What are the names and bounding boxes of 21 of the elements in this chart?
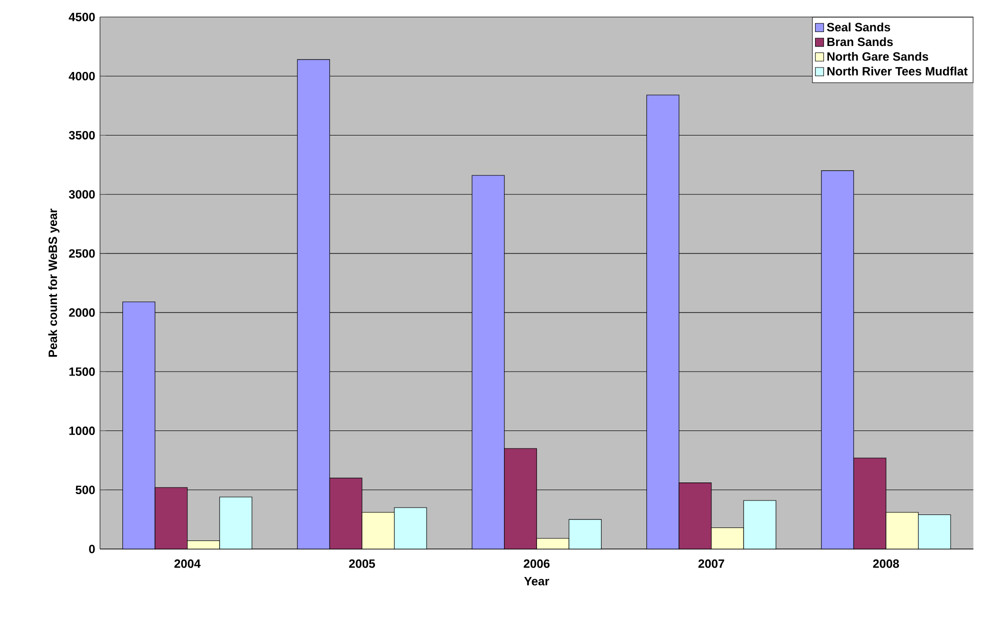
x-tick-label: 2004 bbox=[174, 559, 201, 568]
y-tick-label: 3500 bbox=[68, 130, 95, 140]
legend-label: North River Tees Mudflat bbox=[827, 66, 968, 76]
x-tick-label: 2005 bbox=[349, 559, 376, 568]
legend-label: Bran Sands bbox=[827, 37, 893, 46]
x-tick-label: 2007 bbox=[698, 559, 724, 568]
y-tick-label: 1000 bbox=[69, 426, 95, 436]
y-tick-label: 2000 bbox=[69, 308, 95, 317]
y-tick-label: 500 bbox=[76, 486, 95, 494]
legend-label: North Gare Sands bbox=[827, 52, 928, 61]
x-tick-label: 2008 bbox=[873, 559, 899, 568]
y-tick-label: 4500 bbox=[68, 12, 95, 22]
x-tick-label: 2006 bbox=[524, 559, 550, 568]
y-tick-label: 4000 bbox=[68, 72, 95, 80]
y-tick-label: 3000 bbox=[68, 190, 95, 199]
x-axis-title: Year bbox=[524, 577, 550, 586]
y-tick-label: 0 bbox=[89, 544, 95, 554]
y-axis-title: Peak count for WeBS year bbox=[48, 208, 60, 357]
legend-label: Seal Sands bbox=[826, 22, 890, 32]
y-tick-label: 1500 bbox=[69, 367, 95, 376]
y-tick-label: 2500 bbox=[69, 249, 95, 258]
